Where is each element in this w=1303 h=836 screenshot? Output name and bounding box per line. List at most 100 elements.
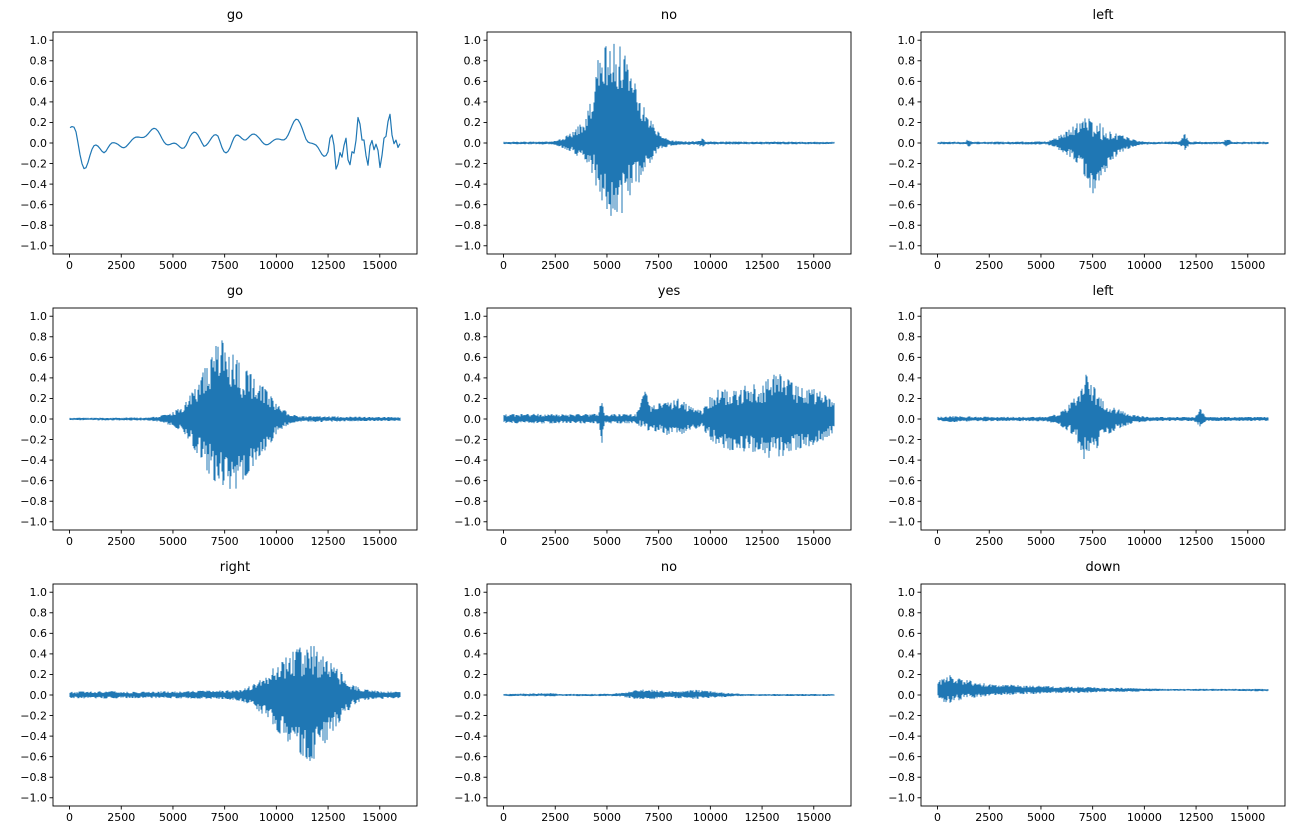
y-tick-label: 0.6 [464, 351, 482, 364]
subplot-title: yes [657, 284, 681, 299]
y-tick-label: −0.2 [888, 433, 915, 446]
y-tick-label: 0.6 [898, 351, 916, 364]
y-tick-label: 0.8 [898, 55, 916, 68]
waveform-series [937, 675, 1269, 703]
x-tick-label: 12500 [1179, 259, 1214, 272]
x-tick-label: 12500 [311, 259, 346, 272]
waveform-series [503, 689, 835, 700]
y-tick-label: 0.6 [464, 627, 482, 640]
y-tick-label: 0.2 [464, 668, 482, 681]
y-tick-label: −0.6 [20, 750, 47, 763]
x-tick-label: 7500 [645, 535, 673, 548]
subplot-title: no [660, 8, 678, 23]
x-tick-label: 0 [500, 535, 507, 548]
x-tick-label: 2500 [541, 259, 569, 272]
waveform-plot: 1.0 0.8 0.6 0.4 0.2 0.0 −0.2 −0.4 −0.6 −0.8 −1.0 0 2… [454, 583, 852, 824]
y-tick-label: −0.6 [454, 474, 481, 487]
x-tick-label: 15000 [362, 259, 397, 272]
y-tick-label: −0.2 [20, 709, 47, 722]
x-tick-label: 5000 [593, 811, 621, 824]
y-tick-label: 0.2 [898, 668, 916, 681]
x-tick-label: 2500 [541, 811, 569, 824]
waveform-series [937, 374, 1269, 459]
y-tick-label: −0.4 [20, 454, 47, 467]
y-tick-label: −0.4 [454, 178, 481, 191]
y-tick-label: 0.0 [30, 137, 48, 150]
y-tick-label: 0.2 [898, 392, 916, 405]
x-tick-label: 15000 [796, 259, 831, 272]
y-tick-label: 0.8 [898, 331, 916, 344]
y-tick-label: −0.8 [454, 495, 481, 508]
x-tick-label: 2500 [541, 535, 569, 548]
y-tick-label: −0.2 [454, 433, 481, 446]
y-tick-label: −0.4 [888, 178, 915, 191]
x-tick-label: 5000 [593, 535, 621, 548]
y-tick-label: −0.4 [454, 454, 481, 467]
waveform-plot: 1.0 0.8 0.6 0.4 0.2 0.0 −0.2 −0.4 −0.6 −0.8 −1.0 0 2… [20, 307, 418, 548]
y-tick-label: 0.8 [464, 55, 482, 68]
y-tick-label: 0.0 [898, 413, 916, 426]
waveform-plot: 1.0 0.8 0.6 0.4 0.2 0.0 −0.2 −0.4 −0.6 −0.8 −1.0 0 2… [454, 31, 852, 272]
y-tick-label: 0.2 [30, 392, 48, 405]
y-tick-label: 0.6 [898, 75, 916, 88]
y-tick-label: 1.0 [898, 586, 916, 599]
waveform-plot: 1.0 0.8 0.6 0.4 0.2 0.0 −0.2 −0.4 −0.6 −0.8 −1.0 0 2… [454, 307, 852, 548]
x-tick-label: 2500 [107, 535, 135, 548]
x-tick-label: 10000 [1127, 535, 1162, 548]
x-tick-label: 15000 [362, 811, 397, 824]
y-tick-label: 0.0 [30, 413, 48, 426]
x-tick-label: 10000 [693, 811, 728, 824]
x-tick-label: 12500 [1179, 811, 1214, 824]
x-tick-label: 0 [500, 811, 507, 824]
x-tick-label: 5000 [159, 259, 187, 272]
y-tick-label: 0.8 [30, 607, 48, 620]
y-tick-label: 1.0 [464, 310, 482, 323]
y-tick-label: −0.8 [20, 219, 47, 232]
x-tick-label: 12500 [311, 811, 346, 824]
y-tick-label: −0.8 [888, 495, 915, 508]
y-tick-label: −1.0 [20, 240, 47, 253]
y-tick-label: −0.6 [454, 750, 481, 763]
y-tick-label: 1.0 [464, 34, 482, 47]
x-tick-label: 15000 [362, 535, 397, 548]
subplot-cell: down 1.0 0.8 0.6 0.4 0.2 0.0 −0.2 −0.4 −0.6 −0.8 −… [871, 558, 1303, 834]
waveform-plot: 1.0 0.8 0.6 0.4 0.2 0.0 −0.2 −0.4 −0.6 −0.8 −1.0 0 2… [888, 307, 1286, 548]
y-tick-label: −0.6 [20, 198, 47, 211]
x-tick-label: 2500 [107, 811, 135, 824]
x-tick-label: 0 [66, 535, 73, 548]
subplot-title: down [1085, 560, 1121, 575]
subplot-cell: go 1.0 0.8 0.6 0.4 0.2 0.0 −0.2 −0.4 −0.6 −0.8 −1.… [3, 282, 437, 558]
subplot-cell: no 1.0 0.8 0.6 0.4 0.2 0.0 −0.2 −0.4 −0.6 −0.8 −1.… [437, 6, 871, 282]
y-tick-label: −0.2 [888, 709, 915, 722]
y-tick-label: 0.8 [30, 331, 48, 344]
x-tick-label: 7500 [211, 259, 239, 272]
y-tick-label: −0.4 [20, 730, 47, 743]
x-tick-label: 10000 [1127, 811, 1162, 824]
x-tick-label: 5000 [159, 811, 187, 824]
x-tick-label: 0 [66, 259, 73, 272]
x-tick-label: 7500 [1079, 259, 1107, 272]
y-tick-label: 0.2 [30, 668, 48, 681]
waveform-series [937, 118, 1269, 194]
x-tick-label: 7500 [1079, 811, 1107, 824]
y-tick-label: 0.6 [898, 627, 916, 640]
x-tick-label: 2500 [107, 259, 135, 272]
subplot-cell: no 1.0 0.8 0.6 0.4 0.2 0.0 −0.2 −0.4 −0.6 −0.8 −1.… [437, 558, 871, 834]
x-tick-label: 12500 [745, 811, 780, 824]
y-tick-label: 0.0 [898, 137, 916, 150]
y-tick-label: 0.0 [30, 689, 48, 702]
x-tick-label: 12500 [745, 535, 780, 548]
y-tick-label: −1.0 [888, 792, 915, 805]
y-tick-label: 0.4 [898, 96, 916, 109]
x-tick-label: 12500 [1179, 535, 1214, 548]
x-tick-label: 0 [934, 811, 941, 824]
waveform-series [69, 340, 401, 489]
y-tick-label: 0.2 [30, 116, 48, 129]
subplot-title: go [226, 8, 244, 23]
y-tick-label: 1.0 [898, 34, 916, 47]
y-tick-label: −0.4 [888, 730, 915, 743]
y-tick-label: 0.4 [30, 648, 48, 661]
y-tick-label: −0.4 [20, 178, 47, 191]
x-tick-label: 7500 [645, 259, 673, 272]
